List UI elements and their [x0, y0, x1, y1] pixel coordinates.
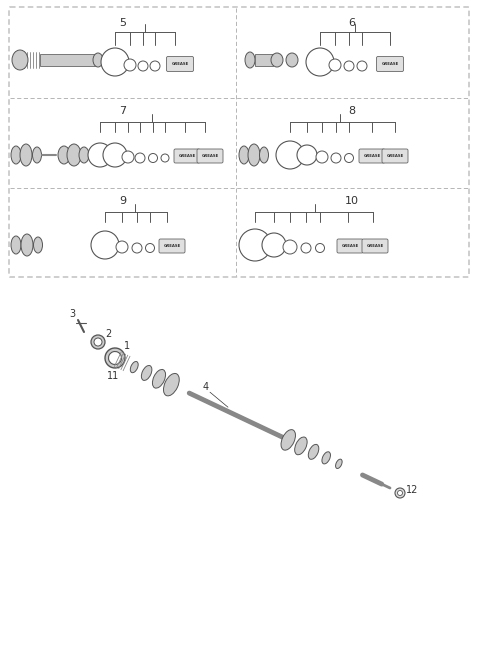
- Text: GREASE: GREASE: [179, 154, 196, 158]
- Ellipse shape: [105, 348, 125, 368]
- Text: GREASE: GREASE: [171, 62, 189, 66]
- Text: 2: 2: [105, 329, 111, 339]
- Circle shape: [88, 143, 112, 167]
- FancyBboxPatch shape: [167, 56, 193, 72]
- Circle shape: [135, 153, 145, 163]
- Text: GREASE: GREASE: [341, 244, 359, 248]
- FancyBboxPatch shape: [174, 149, 200, 163]
- Circle shape: [395, 488, 405, 498]
- Ellipse shape: [93, 53, 103, 67]
- Ellipse shape: [295, 437, 307, 455]
- Circle shape: [161, 154, 169, 162]
- FancyBboxPatch shape: [337, 239, 363, 253]
- Bar: [40, 54, 95, 66]
- Circle shape: [397, 491, 403, 495]
- Ellipse shape: [142, 365, 152, 380]
- Ellipse shape: [67, 144, 81, 166]
- Ellipse shape: [58, 146, 70, 164]
- Ellipse shape: [130, 361, 138, 373]
- Circle shape: [262, 233, 286, 257]
- Text: GREASE: GREASE: [163, 244, 180, 248]
- Ellipse shape: [281, 430, 296, 450]
- Bar: [255, 54, 273, 66]
- Text: 12: 12: [406, 485, 418, 495]
- Circle shape: [306, 48, 334, 76]
- Circle shape: [276, 141, 304, 169]
- Circle shape: [124, 59, 136, 71]
- Circle shape: [101, 48, 129, 76]
- Text: 1: 1: [124, 341, 130, 351]
- Circle shape: [239, 229, 271, 261]
- Ellipse shape: [108, 352, 121, 365]
- Ellipse shape: [336, 459, 342, 468]
- Text: GREASE: GREASE: [382, 62, 398, 66]
- Circle shape: [315, 243, 324, 253]
- FancyBboxPatch shape: [197, 149, 223, 163]
- Ellipse shape: [21, 234, 33, 256]
- Circle shape: [116, 241, 128, 253]
- Circle shape: [148, 154, 157, 163]
- Ellipse shape: [153, 369, 166, 388]
- Text: 7: 7: [120, 106, 127, 116]
- Ellipse shape: [79, 147, 89, 163]
- Text: 8: 8: [348, 106, 356, 116]
- Circle shape: [122, 151, 134, 163]
- Circle shape: [150, 61, 160, 71]
- Text: 4: 4: [203, 382, 209, 392]
- Ellipse shape: [164, 373, 179, 396]
- Ellipse shape: [245, 52, 255, 68]
- Circle shape: [316, 151, 328, 163]
- Text: GREASE: GREASE: [363, 154, 381, 158]
- Circle shape: [103, 143, 127, 167]
- Text: 5: 5: [120, 18, 127, 28]
- Ellipse shape: [322, 452, 330, 464]
- Text: GREASE: GREASE: [366, 244, 384, 248]
- Circle shape: [357, 61, 367, 71]
- Ellipse shape: [11, 236, 21, 254]
- Circle shape: [91, 335, 105, 349]
- FancyBboxPatch shape: [159, 239, 185, 253]
- Circle shape: [283, 240, 297, 254]
- Text: 3: 3: [69, 309, 75, 319]
- FancyBboxPatch shape: [362, 239, 388, 253]
- Circle shape: [345, 154, 353, 163]
- Circle shape: [297, 145, 317, 165]
- FancyBboxPatch shape: [359, 149, 385, 163]
- Circle shape: [331, 153, 341, 163]
- Text: 11: 11: [107, 371, 119, 381]
- Circle shape: [344, 61, 354, 71]
- Ellipse shape: [20, 144, 32, 166]
- Ellipse shape: [271, 53, 283, 67]
- Ellipse shape: [33, 147, 41, 163]
- FancyBboxPatch shape: [376, 56, 404, 72]
- Ellipse shape: [12, 50, 28, 70]
- Text: GREASE: GREASE: [202, 154, 218, 158]
- Circle shape: [138, 61, 148, 71]
- Circle shape: [329, 59, 341, 71]
- FancyBboxPatch shape: [382, 149, 408, 163]
- Text: GREASE: GREASE: [386, 154, 404, 158]
- Circle shape: [145, 243, 155, 253]
- Ellipse shape: [308, 444, 319, 459]
- Circle shape: [94, 338, 102, 346]
- Circle shape: [91, 231, 119, 259]
- Ellipse shape: [248, 144, 260, 166]
- Text: 6: 6: [348, 18, 356, 28]
- Ellipse shape: [260, 147, 268, 163]
- Circle shape: [132, 243, 142, 253]
- Ellipse shape: [34, 237, 43, 253]
- Ellipse shape: [11, 146, 21, 164]
- Ellipse shape: [286, 53, 298, 67]
- Text: 9: 9: [120, 196, 127, 206]
- Circle shape: [301, 243, 311, 253]
- Text: 10: 10: [345, 196, 359, 206]
- Ellipse shape: [239, 146, 249, 164]
